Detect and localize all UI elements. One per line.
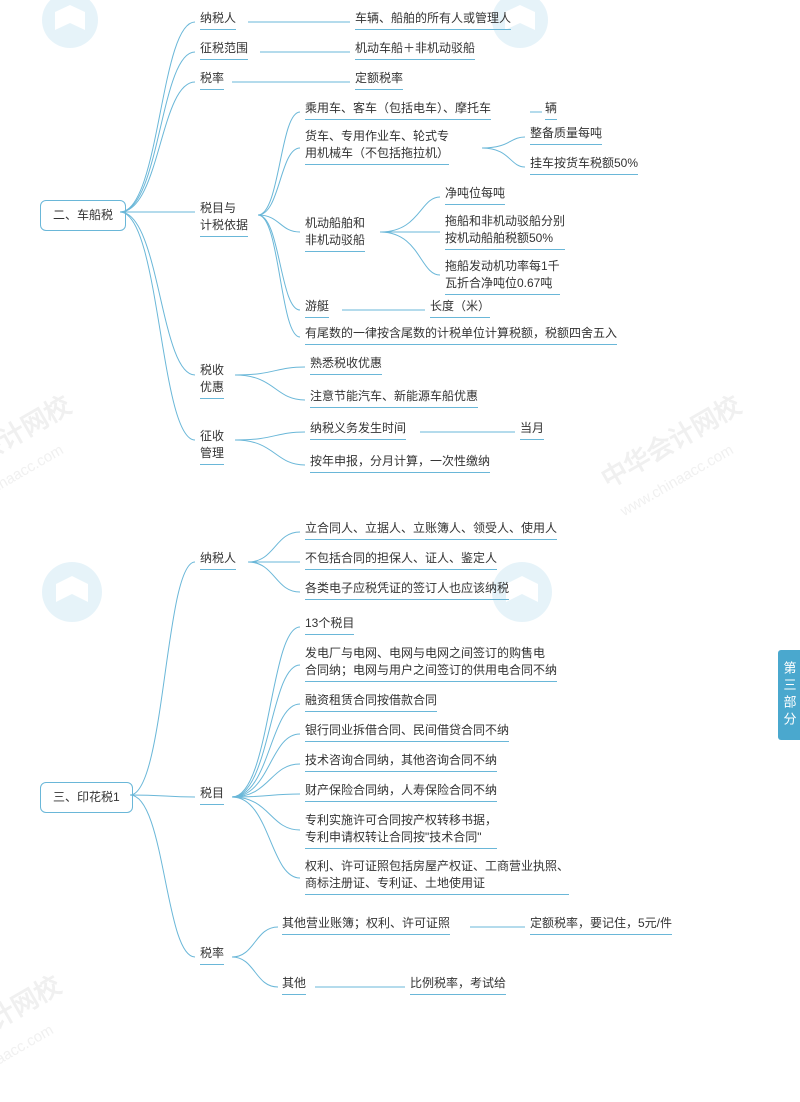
leaf: 按年申报，分月计算，一次性缴纳 bbox=[310, 453, 490, 473]
leaf: 其他 bbox=[282, 975, 306, 995]
leaf: 挂车按货车税额50% bbox=[530, 155, 638, 175]
leaf: 辆 bbox=[545, 100, 557, 120]
branch-label: 税率 bbox=[200, 70, 224, 90]
leaf: 拖船和非机动驳船分别 按机动船舶税额50% bbox=[445, 213, 565, 250]
leaf: 立合同人、立据人、立账簿人、领受人、使用人 bbox=[305, 520, 557, 540]
branch-label: 税收 优惠 bbox=[200, 362, 224, 399]
leaf: 乘用车、客车（包括电车）、摩托车 bbox=[305, 100, 491, 120]
branch-label: 纳税人 bbox=[200, 10, 236, 30]
leaf: 定额税率，要记住，5元/件 bbox=[530, 915, 672, 935]
leaf: 有尾数的一律按含尾数的计税单位计算税额，税额四舍五入 bbox=[305, 325, 617, 345]
leaf: 净吨位每吨 bbox=[445, 185, 505, 205]
root-node-yinhua: 三、印花税1 bbox=[40, 782, 133, 813]
leaf: 长度（米） bbox=[430, 298, 490, 318]
leaf: 机动船舶和 非机动驳船 bbox=[305, 215, 365, 252]
branch-label: 税率 bbox=[200, 945, 224, 965]
leaf: 13个税目 bbox=[305, 615, 354, 635]
section-tab: 第三部分 bbox=[778, 650, 800, 740]
leaf: 技术咨询合同纳，其他咨询合同不纳 bbox=[305, 752, 497, 772]
watermark-logo bbox=[40, 0, 100, 53]
leaf: 专利实施许可合同按产权转移书据， 专利申请权转让合同按"技术合同" bbox=[305, 812, 497, 849]
branch-label: 税目 bbox=[200, 785, 224, 805]
branch-label: 纳税人 bbox=[200, 550, 236, 570]
leaf: 发电厂与电网、电网与电网之间签订的购售电 合同纳；电网与用户之间签订的供用电合同… bbox=[305, 645, 557, 682]
leaf: 各类电子应税凭证的签订人也应该纳税 bbox=[305, 580, 509, 600]
leaf: 比例税率，考试给 bbox=[410, 975, 506, 995]
leaf: 财产保险合同纳，人寿保险合同不纳 bbox=[305, 782, 497, 802]
watermark-text: 中华会计网校 www.chinaacc.com bbox=[0, 966, 83, 1102]
leaf: 其他营业账簿；权利、许可证照 bbox=[282, 915, 450, 935]
root-node-cheChuan: 二、车船税 bbox=[40, 200, 126, 231]
branch-value: 定额税率 bbox=[355, 70, 403, 90]
leaf: 游艇 bbox=[305, 298, 329, 318]
leaf: 拖船发动机功率每1千 瓦折合净吨位0.67吨 bbox=[445, 258, 560, 295]
leaf: 整备质量每吨 bbox=[530, 125, 602, 145]
branch-label: 征收 管理 bbox=[200, 428, 224, 465]
branch-value: 机动车船＋非机动驳船 bbox=[355, 40, 475, 60]
leaf: 融资租赁合同按借款合同 bbox=[305, 692, 437, 712]
watermark-logo bbox=[40, 560, 104, 627]
watermark-text: 中华会计网校 www.chinaacc.com bbox=[593, 386, 762, 523]
branch-label: 征税范围 bbox=[200, 40, 248, 60]
leaf: 注意节能汽车、新能源车船优惠 bbox=[310, 388, 478, 408]
leaf: 纳税义务发生时间 bbox=[310, 420, 406, 440]
leaf: 当月 bbox=[520, 420, 544, 440]
leaf: 银行同业拆借合同、民间借贷合同不纳 bbox=[305, 722, 509, 742]
mindmap-container: 中华会计网校 www.chinaacc.com 中华会计网校 www.china… bbox=[0, 0, 800, 1024]
leaf: 权利、许可证照包括房屋产权证、工商营业执照、 商标注册证、专利证、土地使用证 bbox=[305, 858, 569, 895]
watermark-text: 中华会计网校 www.chinaacc.com bbox=[0, 386, 93, 523]
leaf: 熟悉税收优惠 bbox=[310, 355, 382, 375]
branch-value: 车辆、船舶的所有人或管理人 bbox=[355, 10, 511, 30]
leaf: 货车、专用作业车、轮式专 用机械车（不包括拖拉机） bbox=[305, 128, 449, 165]
leaf: 不包括合同的担保人、证人、鉴定人 bbox=[305, 550, 497, 570]
branch-label: 税目与 计税依据 bbox=[200, 200, 248, 237]
